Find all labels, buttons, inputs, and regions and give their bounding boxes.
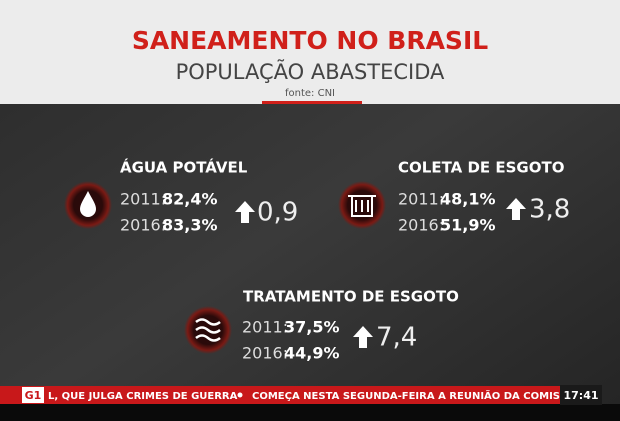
stat-year: 2016:	[242, 344, 288, 363]
sewer-icon	[348, 195, 376, 217]
time-box	[560, 385, 602, 405]
stat-value: 44,9%	[284, 344, 340, 363]
underline	[262, 101, 362, 104]
stat-year: 2016:	[120, 216, 166, 235]
stat-value: 51,9%	[440, 216, 496, 235]
stat-year: 2016:	[398, 216, 444, 235]
stat-value: 37,5%	[284, 318, 340, 337]
stat-label: COLETA DE ESGOTO	[398, 159, 564, 177]
header-panel	[0, 0, 620, 104]
stat-change: 3,8	[529, 195, 570, 225]
waves-icon	[195, 318, 221, 342]
stat-year: 2011:	[120, 190, 166, 209]
ticker-time: 17:41	[563, 389, 598, 402]
ticker-bar	[0, 386, 560, 404]
up-arrow	[506, 198, 526, 220]
source: fonte: CNI	[285, 88, 335, 99]
stat-value: 83,3%	[162, 216, 218, 235]
ticker-item: L, QUE JULGA CRIMES DE GUERRA	[48, 391, 238, 402]
stat-change: 0,9	[257, 198, 298, 228]
stat-change: 7,4	[376, 323, 417, 353]
subtitle: POPULAÇÃO ABASTECIDA	[176, 58, 445, 84]
stat-label: TRATAMENTO DE ESGOTO	[243, 288, 459, 306]
up-arrow	[235, 201, 255, 223]
stat-value: 82,4%	[162, 190, 218, 209]
water-drop-icon	[80, 191, 96, 217]
logo-box	[22, 387, 44, 403]
ticker-logo: G1	[25, 389, 42, 402]
stat-label: ÁGUA POTÁVEL	[120, 158, 248, 177]
stat-year: 2011:	[398, 190, 444, 209]
ticker-bullet	[237, 392, 243, 398]
ticker-item: COMEÇA NESTA SEGUNDA-FEIRA A REUNIÃO DA …	[252, 389, 583, 402]
up-arrow	[353, 326, 373, 348]
bottom-strip	[0, 404, 620, 421]
stat-value: 48,1%	[440, 190, 496, 209]
stat-year: 2011:	[242, 318, 288, 337]
title: SANEAMENTO NO BRASIL	[132, 26, 488, 55]
